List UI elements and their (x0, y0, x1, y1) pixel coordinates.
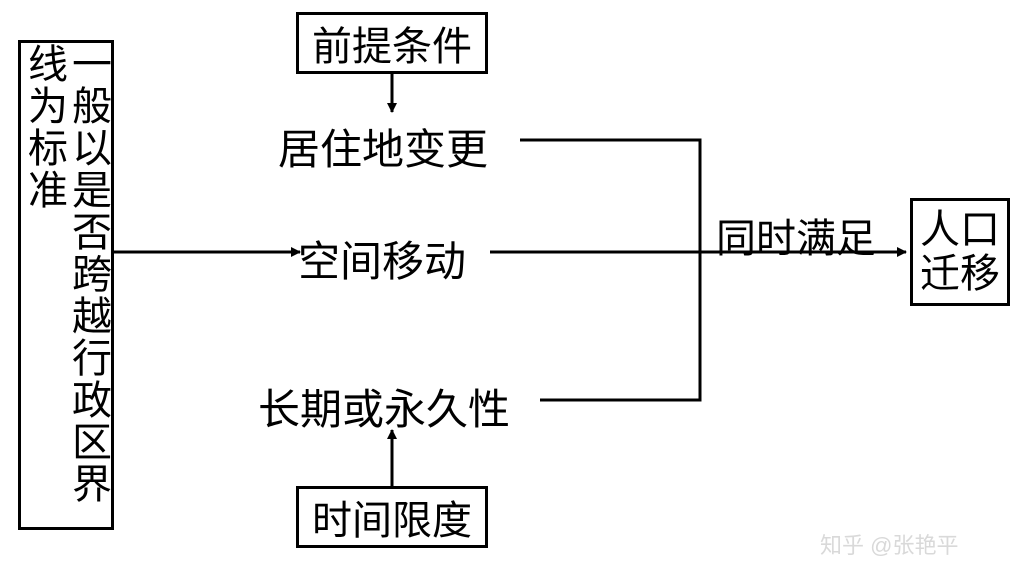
precondition-box: 前提条件 (296, 12, 488, 74)
time-limit-box: 时间限度 (296, 486, 488, 548)
migration-text: 人口迁移 (920, 208, 1000, 296)
edge-longterm-junction (540, 252, 700, 400)
connector-layer (0, 0, 1024, 567)
condition-label: 同时满足 (716, 206, 876, 264)
longterm-label: 长期或永久性 (258, 376, 510, 437)
left-criteria-text: 一般以是否跨越行政区界线为标准 (22, 43, 110, 527)
residence-change-label: 居住地变更 (278, 116, 488, 177)
time-limit-text: 时间限度 (312, 488, 472, 546)
edge-residence-junction (520, 140, 700, 252)
spatial-movement-label: 空间移动 (298, 228, 466, 289)
watermark: 知乎 @张艳平 (820, 528, 958, 560)
precondition-text: 前提条件 (312, 14, 472, 72)
left-criteria-box: 一般以是否跨越行政区界线为标准 (18, 40, 114, 530)
migration-box: 人口迁移 (910, 198, 1010, 306)
